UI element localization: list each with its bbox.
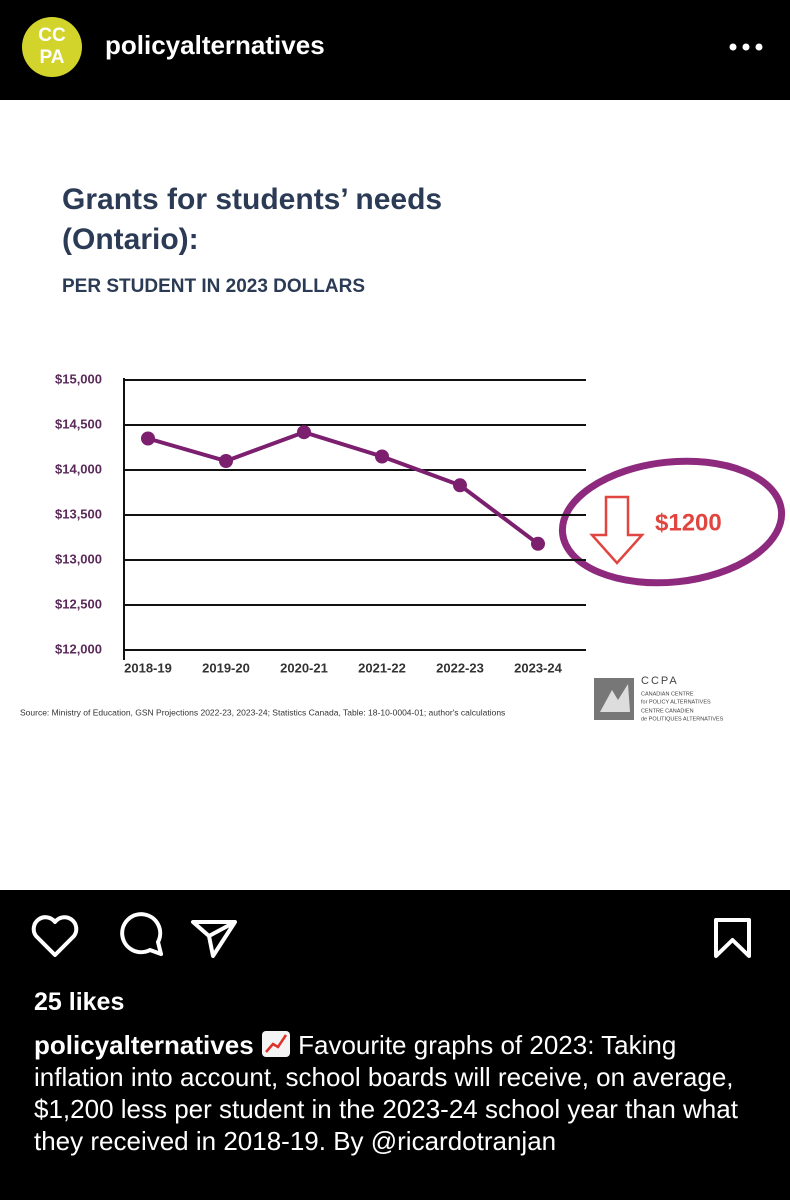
y-tick-label: $14,500 (55, 416, 102, 431)
x-tick-label: 2023-24 (514, 660, 562, 675)
logo-line: for POLICY ALTERNATIVES (641, 699, 711, 705)
point (531, 536, 545, 551)
y-tick-label: $15,000 (55, 371, 102, 386)
y-tick-label: $13,000 (55, 551, 102, 566)
line (147, 430, 540, 546)
point (453, 478, 467, 493)
logo-name: CCPA (641, 675, 679, 687)
x-tick-label: 2018-19 (124, 660, 172, 675)
logo-line: de POLITIQUES ALTERNATIVES (641, 716, 724, 722)
point (219, 454, 233, 468)
logo-leaf (600, 684, 630, 712)
chart: $1200 Source: Ministry of Education, GSN… (20, 371, 786, 722)
source: Source: Ministry of Education, GSN Proje… (20, 707, 505, 717)
down-arrow (589, 495, 645, 565)
caption-text: Favourite graphs of 2023: Taking inflati… (34, 1030, 738, 1156)
like-button[interactable] (31, 915, 79, 957)
point (141, 431, 155, 446)
post-image (0, 100, 790, 890)
annotation: $1200 (655, 509, 722, 536)
save-button[interactable] (714, 918, 751, 958)
chart-emoji (261, 1031, 290, 1057)
chart-title: Grants for students’ needs (Ontario): (62, 183, 443, 256)
avatar-text: PA (40, 47, 65, 68)
likes[interactable]: 25 likes (34, 988, 125, 1016)
x-tick-label: 2020-21 (280, 660, 328, 675)
x-tick-label: 2021-22 (358, 660, 406, 675)
comment-button[interactable] (120, 912, 163, 956)
y-tick-label: $12,500 (55, 596, 102, 611)
y-tick-label: $12,000 (55, 641, 102, 656)
point (375, 449, 389, 464)
point (297, 425, 311, 440)
annotation-circle (558, 457, 786, 587)
caption-username[interactable]: policyalternatives (34, 1030, 254, 1060)
x-tick-label: 2022-23 (436, 660, 484, 675)
username[interactable]: policyalternatives (105, 30, 325, 60)
caption: policyalternatives Favourite graphs of 2… (34, 1029, 764, 1157)
y-tick-label: $13,500 (55, 506, 102, 521)
logo-line: CANADIAN CENTRE (641, 691, 694, 697)
share-button[interactable] (191, 920, 237, 958)
more-button[interactable] (729, 43, 763, 51)
x-tick-label: 2019-20 (202, 660, 250, 675)
avatar[interactable] (22, 17, 82, 77)
post-header: CC PA policyalternatives (22, 17, 763, 77)
action-bar (31, 912, 751, 958)
chart-subtitle: PER STUDENT IN 2023 DOLLARS (62, 276, 365, 297)
avatar-text: CC (38, 25, 66, 46)
y-tick-label: $14,000 (55, 461, 102, 476)
logo-line: CENTRE CANADIEN (641, 708, 694, 714)
